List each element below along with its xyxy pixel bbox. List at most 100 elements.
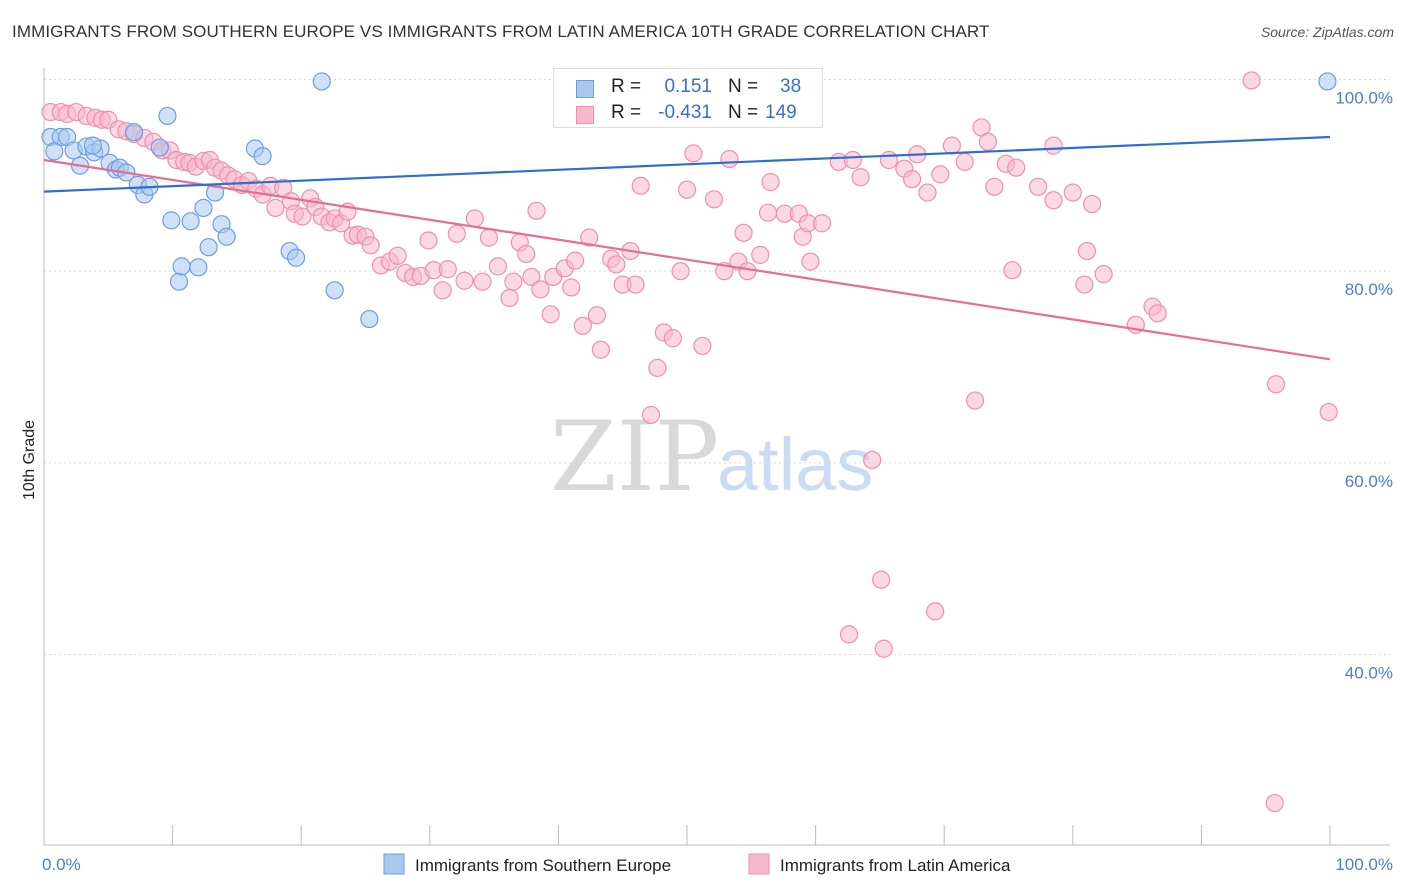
point-latin-america xyxy=(591,340,610,359)
point-latin-america xyxy=(1266,375,1286,394)
correlation-stats-box: R = 0.151 N = 38 R = -0.431 N = 149 xyxy=(553,68,823,128)
stats-n-label: N = xyxy=(728,102,759,123)
point-southern-europe xyxy=(360,309,379,329)
x-tick-label-max: 100.0% xyxy=(1335,855,1393,874)
point-latin-america xyxy=(504,272,523,291)
legend-label-latin-america: Immigrants from Latin America xyxy=(780,856,1011,875)
stats-swatch-southern-europe xyxy=(576,80,594,98)
point-latin-america xyxy=(738,262,757,281)
grid-lines xyxy=(44,79,1390,655)
point-southern-europe xyxy=(325,281,344,300)
series-southern-europe-points xyxy=(41,72,1337,329)
point-southern-europe xyxy=(83,136,102,155)
point-southern-europe xyxy=(162,211,181,230)
point-southern-europe xyxy=(150,138,169,157)
y-tick-label: 100.0% xyxy=(1335,89,1393,108)
point-latin-america xyxy=(663,329,682,348)
point-latin-america xyxy=(720,149,739,169)
point-latin-america xyxy=(1063,183,1082,202)
point-latin-america xyxy=(1075,275,1094,294)
stats-r-value: -0.431 xyxy=(658,102,712,123)
point-latin-america xyxy=(684,144,703,163)
point-latin-america xyxy=(1044,191,1063,210)
point-latin-america xyxy=(1242,71,1261,90)
point-southern-europe xyxy=(1318,72,1337,91)
point-latin-america xyxy=(1003,261,1022,280)
point-latin-america xyxy=(918,183,937,202)
stats-n-label: N = xyxy=(728,76,759,97)
chart-title: IMMIGRANTS FROM SOUTHERN EUROPE VS IMMIG… xyxy=(12,22,990,41)
point-southern-europe xyxy=(194,198,213,218)
point-latin-america xyxy=(677,180,697,199)
point-latin-america xyxy=(531,280,550,299)
watermark: ZIP atlas xyxy=(550,401,873,513)
point-latin-america xyxy=(843,150,862,170)
trend-line-latin-america xyxy=(43,158,1331,361)
y-axis-title: 10th Grade xyxy=(21,420,38,500)
point-latin-america xyxy=(1148,304,1167,323)
point-latin-america xyxy=(607,255,626,274)
point-southern-europe xyxy=(312,72,331,91)
point-southern-europe xyxy=(217,227,236,246)
point-latin-america xyxy=(734,223,753,242)
point-southern-europe xyxy=(169,272,189,291)
watermark-zip: ZIP xyxy=(550,401,719,513)
point-latin-america xyxy=(500,288,519,308)
point-latin-america xyxy=(801,252,820,271)
point-latin-america xyxy=(465,209,484,228)
point-latin-america xyxy=(641,405,661,425)
series-latin-america-points xyxy=(41,71,1338,813)
point-southern-europe xyxy=(124,123,144,142)
point-latin-america xyxy=(761,172,780,192)
point-latin-america xyxy=(447,224,466,243)
point-latin-america xyxy=(863,450,882,470)
point-latin-america xyxy=(517,244,536,264)
stats-n-value: 38 xyxy=(780,76,802,97)
y-tick-label: 40.0% xyxy=(1345,664,1393,683)
point-latin-america xyxy=(562,278,581,297)
stats-r-label: R = xyxy=(611,76,642,97)
point-latin-america xyxy=(455,271,474,290)
point-latin-america xyxy=(473,272,492,291)
chart-source: Source: ZipAtlas.com xyxy=(1260,24,1394,40)
point-southern-europe xyxy=(286,248,306,267)
legend-label-southern-europe: Immigrants from Southern Europe xyxy=(415,856,671,875)
point-latin-america xyxy=(704,190,724,209)
point-latin-america xyxy=(361,236,380,255)
point-latin-america xyxy=(1265,793,1284,813)
point-southern-europe xyxy=(199,238,218,257)
point-latin-america xyxy=(266,198,285,218)
stats-r-value: 0.151 xyxy=(664,76,712,97)
point-southern-europe xyxy=(189,258,208,277)
point-latin-america xyxy=(388,246,407,265)
point-latin-america xyxy=(926,602,945,621)
point-latin-america xyxy=(1082,194,1102,214)
point-latin-america xyxy=(648,358,667,378)
point-southern-europe xyxy=(45,142,64,161)
x-tick-label-min: 0.0% xyxy=(42,855,81,874)
point-latin-america xyxy=(1007,158,1026,177)
y-tick-labels: 40.0% 60.0% 80.0% 100.0% xyxy=(1335,89,1393,683)
point-latin-america xyxy=(580,228,599,247)
legend-swatch-southern-europe xyxy=(383,853,405,875)
point-latin-america xyxy=(693,336,712,356)
trend-lines xyxy=(43,135,1331,361)
point-latin-america xyxy=(985,177,1004,196)
point-latin-america xyxy=(479,228,499,247)
point-latin-america xyxy=(573,316,592,335)
stats-swatch-latin-america xyxy=(576,106,594,124)
stats-r-label: R = xyxy=(611,102,642,123)
point-latin-america xyxy=(1319,402,1338,422)
point-latin-america xyxy=(433,281,452,300)
point-latin-america xyxy=(978,132,998,151)
point-latin-america xyxy=(879,150,899,170)
point-southern-europe xyxy=(181,212,200,231)
y-tick-label: 80.0% xyxy=(1345,280,1393,299)
point-latin-america xyxy=(872,570,891,589)
point-latin-america xyxy=(671,262,690,281)
point-latin-america xyxy=(902,170,922,189)
point-latin-america xyxy=(293,207,312,226)
point-latin-america xyxy=(1077,241,1097,261)
point-latin-america xyxy=(587,306,607,325)
